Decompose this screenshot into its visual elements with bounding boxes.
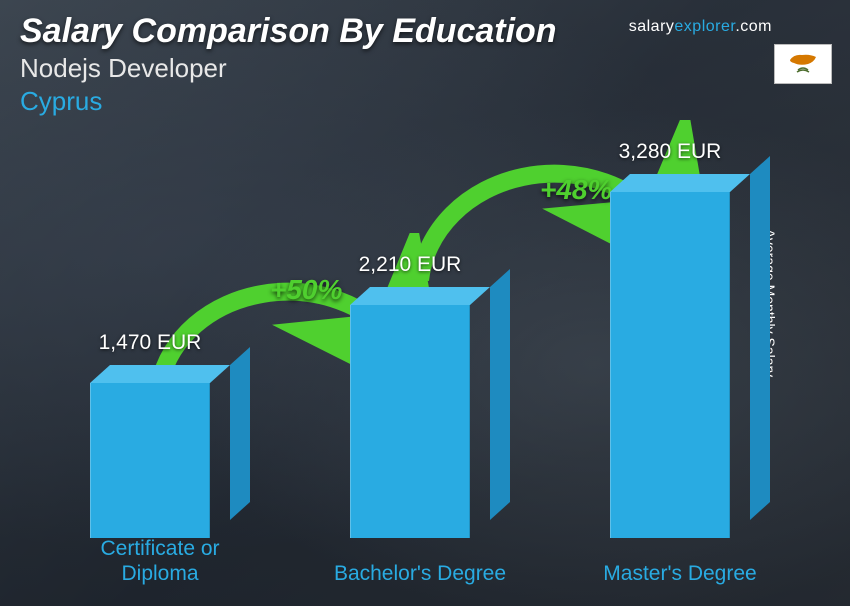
bar-top-face: [350, 287, 490, 305]
bar-certificate: 1,470 EUR: [80, 383, 240, 538]
bar-value: 1,470 EUR: [70, 331, 230, 355]
bar-front-face: [610, 192, 730, 538]
bar-label: Bachelor's Degree: [320, 561, 520, 586]
brand-text-mid: explorer: [674, 18, 735, 35]
country-name: Cyprus: [20, 86, 557, 117]
cyprus-flag-svg: [780, 48, 826, 80]
bar-front-face: [350, 305, 470, 538]
bar-top-face: [90, 365, 230, 383]
bar-master: 3,280 EUR: [600, 192, 760, 538]
bar-value: 3,280 EUR: [590, 140, 750, 164]
bar-label: Certificate or Diploma: [60, 536, 260, 586]
bar-chart: +50% +48% 1,470 EUR Certificate or Diplo…: [40, 118, 800, 588]
job-title: Nodejs Developer: [20, 53, 557, 84]
brand-text-suf: .com: [735, 18, 772, 35]
bar-label: Master's Degree: [580, 561, 780, 586]
bar-top-face: [610, 174, 750, 192]
bar-side-face: [750, 156, 770, 520]
page-title: Salary Comparison By Education: [20, 12, 557, 51]
header-block: Salary Comparison By Education Nodejs De…: [20, 12, 557, 117]
infographic-canvas: Salary Comparison By Education Nodejs De…: [0, 0, 850, 606]
increase-label-1: +50%: [270, 274, 342, 306]
country-flag-icon: [774, 44, 832, 84]
bar-side-face: [230, 347, 250, 520]
bar-side-face: [490, 269, 510, 520]
brand-logo: salaryexplorer.com: [629, 18, 772, 36]
bar-front-face: [90, 383, 210, 538]
brand-text-pre: salary: [629, 18, 675, 35]
bar-value: 2,210 EUR: [330, 253, 490, 277]
bar-bachelor: 2,210 EUR: [340, 305, 500, 538]
